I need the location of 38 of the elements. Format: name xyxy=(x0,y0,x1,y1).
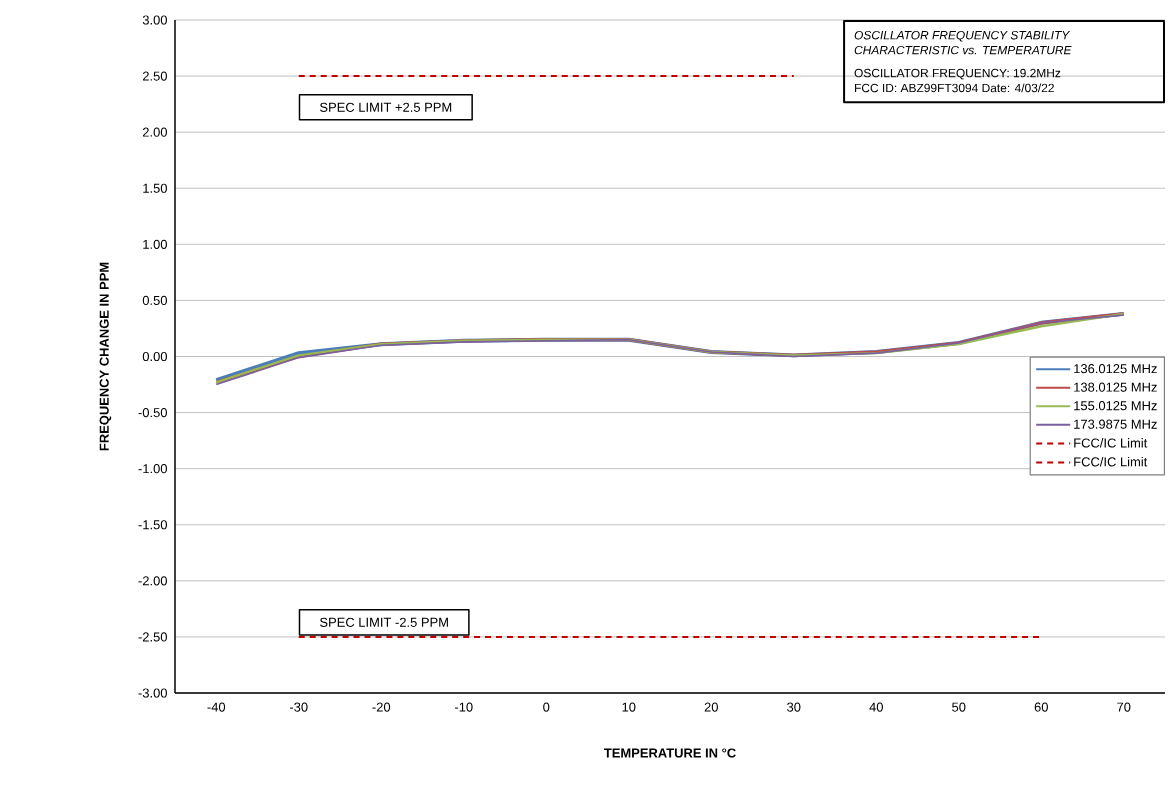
x-tick-label: 10 xyxy=(622,702,636,712)
y-tick-label: 3.00 xyxy=(142,15,167,25)
y-tick-label: 2.50 xyxy=(142,71,167,81)
y-axis-title: FREQUENCY CHANGE IN PPM xyxy=(99,262,112,451)
legend-label: FCC/IC Limit xyxy=(1074,456,1148,467)
x-tick-label: 0 xyxy=(543,702,550,712)
y-tick-label: -1.50 xyxy=(138,520,167,530)
y-tick-label: 2.00 xyxy=(142,127,167,137)
x-axis-title: TEMPERATURE IN °C xyxy=(604,748,736,758)
y-tick-label: -1.00 xyxy=(138,464,167,474)
x-tick-label: 50 xyxy=(952,702,966,712)
legend-label: 155.0125 MHz xyxy=(1074,401,1157,411)
y-tick-label: -3.00 xyxy=(138,688,167,698)
x-tick-label: -20 xyxy=(372,702,391,712)
y-tick-label: 0.50 xyxy=(142,295,167,305)
legend-label: FCC/IC Limit xyxy=(1074,438,1148,448)
legend-label: 138.0125 MHz xyxy=(1074,382,1157,392)
legend-label: 136.0125 MHz xyxy=(1074,364,1157,374)
x-tick-label: -10 xyxy=(454,702,473,712)
legend-label: 173.9875 MHz xyxy=(1074,419,1157,429)
x-tick-label: -30 xyxy=(289,702,308,712)
y-tick-label: -0.50 xyxy=(138,407,167,418)
x-tick-label: -40 xyxy=(207,702,226,712)
x-tick-label: 30 xyxy=(787,702,801,712)
annotation: OSCILLATOR FREQUENCY: 19.2MHz xyxy=(854,68,1061,80)
text: OSCILLATOR FREQUENCY STABILITY CHARACTERISTIC vs. TEMPERATURE xyxy=(854,30,1072,55)
y-tick-label: -2.50 xyxy=(138,632,167,642)
y-tick-label: 1.00 xyxy=(143,239,167,249)
x-tick-label: 70 xyxy=(1117,702,1131,712)
x-tick-label: 20 xyxy=(704,702,718,712)
annotation: FCC ID: ABZ99FT3094 Date: 4/03/22 xyxy=(855,83,1054,93)
x-tick-label: 40 xyxy=(869,702,883,712)
annotation: SPEC LIMIT +2.5 PPM xyxy=(320,102,452,112)
annotation: SPEC LIMIT -2.5 PPM xyxy=(320,617,448,627)
y-tick-label: -2.00 xyxy=(138,576,167,586)
x-tick-label: 60 xyxy=(1034,702,1048,712)
y-tick-label: 0.00 xyxy=(142,351,167,362)
y-tick-label: 1.50 xyxy=(143,183,167,193)
